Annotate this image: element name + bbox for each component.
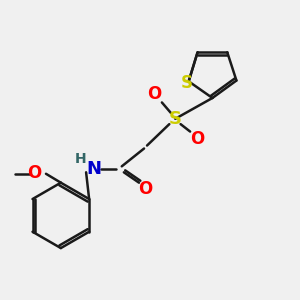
Text: S: S <box>169 110 182 128</box>
Text: H: H <box>74 152 86 166</box>
Text: O: O <box>27 164 41 182</box>
Text: O: O <box>147 85 162 103</box>
Text: S: S <box>181 74 193 92</box>
Text: O: O <box>190 130 205 148</box>
Text: O: O <box>138 180 153 198</box>
Text: N: N <box>86 160 101 178</box>
